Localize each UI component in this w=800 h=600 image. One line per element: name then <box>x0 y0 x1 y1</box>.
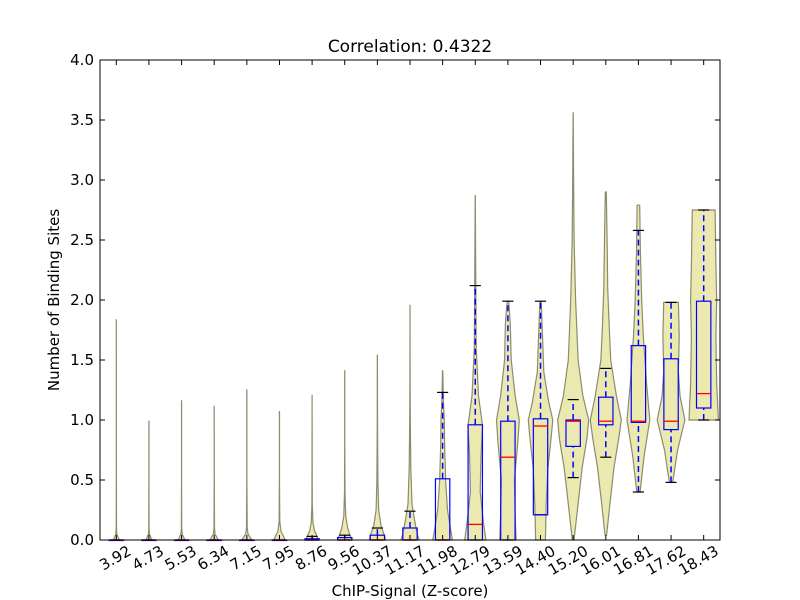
x-axis-label: ChIP-Signal (Z-score) <box>332 582 489 600</box>
violin-5 <box>272 411 287 541</box>
box-16 <box>630 345 647 424</box>
box-13 <box>532 418 549 516</box>
violin-17 <box>656 301 686 483</box>
y-axis-label: Number of Binding Sites <box>45 209 63 391</box>
y-tick-label-5: 2.5 <box>70 231 94 249</box>
violin-16 <box>626 204 651 493</box>
y-tick-label-6: 3.0 <box>70 171 94 189</box>
box-17 <box>663 358 679 431</box>
y-tick-label-2: 1.0 <box>70 411 94 429</box>
box-15 <box>598 396 614 426</box>
y-tick-label-3: 1.5 <box>70 351 94 369</box>
violin-18 <box>688 209 720 421</box>
y-tick-label-1: 0.5 <box>70 471 94 489</box>
y-tick-label-4: 2.0 <box>70 291 94 309</box>
violin-7 <box>336 370 354 541</box>
violin-3 <box>209 405 220 541</box>
box-18 <box>695 300 712 409</box>
box-14 <box>565 419 581 447</box>
violin-4 <box>240 389 253 541</box>
violin-11 <box>464 195 487 541</box>
violin-9 <box>400 304 420 541</box>
violin-0 <box>112 319 121 541</box>
y-tick-label-0: 0.0 <box>70 531 94 549</box>
violin-15 <box>589 191 622 536</box>
violin-1 <box>145 420 153 541</box>
y-tick-label-8: 4.0 <box>70 51 94 69</box>
violin-8 <box>368 354 387 541</box>
violin-2 <box>177 400 186 541</box>
violins-layer <box>112 112 720 541</box>
y-tick-label-7: 3.5 <box>70 111 94 129</box>
violin-6 <box>304 394 320 541</box>
y-axis: 0.0 0.5 1.0 1.5 2.0 2.5 3.0 3.5 4.0 <box>70 51 720 549</box>
chart-title: Correlation: 0.4322 <box>328 37 492 57</box>
